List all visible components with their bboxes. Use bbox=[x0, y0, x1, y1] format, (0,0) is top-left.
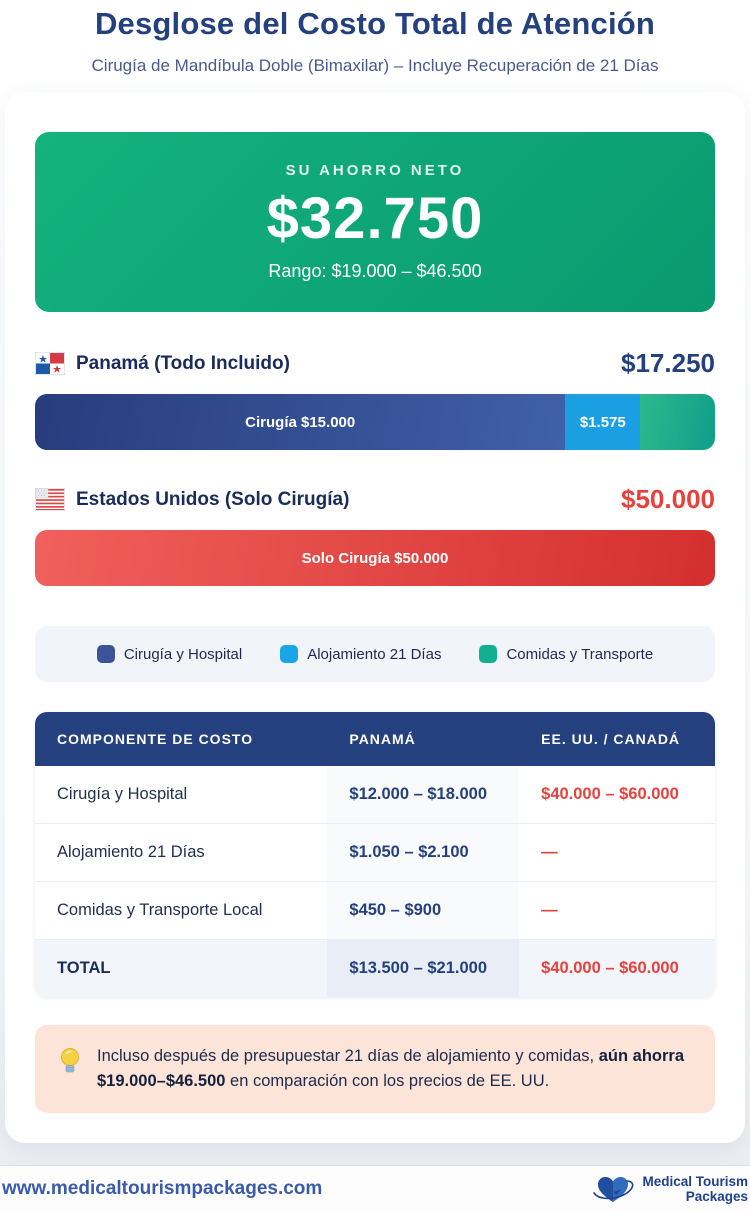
panama-bar-segment-alojamiento: $1.575 bbox=[565, 394, 641, 450]
savings-note: Incluso después de presupuestar 21 días … bbox=[35, 1025, 715, 1113]
usa-name: Estados Unidos (Solo Cirugía) bbox=[76, 488, 350, 510]
panama-bar: Cirugía $15.000 $1.575 bbox=[35, 394, 715, 450]
panama-name: Panamá (Todo Incluido) bbox=[76, 352, 290, 374]
component-cell: Alojamiento 21 Días bbox=[57, 843, 205, 861]
brand-line1: Medical Tourism bbox=[642, 1174, 748, 1189]
segment-label: $1.575 bbox=[579, 413, 626, 431]
legend-swatch-icon bbox=[280, 645, 299, 663]
cost-table: COMPONENTE DE COSTO PANAMÁ EE. UU. / CAN… bbox=[35, 712, 715, 997]
note-text-after: en comparación con los precios de EE. UU… bbox=[225, 1072, 550, 1090]
site-footer: www.medicaltourismpackages.com Medical T… bbox=[0, 1165, 750, 1212]
net-savings-amount: $32.750 bbox=[266, 186, 484, 251]
brand-line2: Packages bbox=[685, 1189, 748, 1204]
brand-logo-text: Medical Tourism Packages bbox=[642, 1174, 748, 1204]
usa-canada-cell: $40.000 – $60.000 bbox=[541, 959, 679, 977]
heart-plane-logo-icon bbox=[593, 1177, 634, 1202]
lightbulb-icon bbox=[61, 1048, 79, 1073]
component-cell: TOTAL bbox=[57, 959, 111, 977]
usa-total: $50.000 bbox=[621, 484, 715, 514]
legend-label: Comidas y Transporte bbox=[506, 645, 654, 663]
page-title: Desglose del Costo Total de Atención bbox=[94, 6, 656, 41]
usa-flag-icon bbox=[35, 488, 65, 511]
legend-swatch-icon bbox=[96, 645, 115, 663]
header-component: COMPONENTE DE COSTO bbox=[57, 731, 254, 747]
usa-canada-cell: — bbox=[541, 843, 558, 861]
component-cell: Comidas y Transporte Local bbox=[57, 901, 263, 919]
component-cell: Cirugía y Hospital bbox=[57, 785, 188, 803]
legend-label: Cirugía y Hospital bbox=[123, 645, 243, 663]
page-subtitle: Cirugía de Mandíbula Doble (Bimaxilar) –… bbox=[91, 56, 659, 75]
content-area: SU AHORRO NETO $32.750 Rango: $19.000 – … bbox=[0, 76, 750, 1165]
panama-section: Panamá (Todo Incluido) $17.250 Cirugía $… bbox=[35, 348, 715, 450]
brand-logo: Medical Tourism Packages bbox=[590, 1171, 748, 1207]
legend-label: Alojamiento 21 Días bbox=[307, 645, 442, 663]
note-text-bold: aún ahorra $19.000–$46.500 bbox=[97, 1047, 685, 1090]
usa-canada-cell: $40.000 – $60.000 bbox=[541, 785, 679, 803]
legend-swatch-icon bbox=[479, 645, 498, 663]
legend-item: Cirugía y Hospital bbox=[96, 645, 243, 663]
panama-bar-segment-comidas-transporte bbox=[640, 394, 715, 450]
table-row-total: TOTAL $13.500 – $21.000 $40.000 – $60.000 bbox=[35, 939, 715, 997]
net-savings-label: SU AHORRO NETO bbox=[285, 162, 465, 179]
table-row: Cirugía y Hospital $12.000 – $18.000 $40.0… bbox=[35, 766, 715, 823]
website-link[interactable]: www.medicaltourismpackages.com bbox=[2, 1178, 323, 1199]
legend-item: Comidas y Transporte bbox=[479, 645, 653, 663]
cost-legend: Cirugía y Hospital Alojamiento 21 Días Com… bbox=[35, 626, 715, 682]
main-card: SU AHORRO NETO $32.750 Rango: $19.000 – … bbox=[5, 92, 745, 1143]
usa-canada-cell: — bbox=[541, 901, 558, 919]
panama-bar-segment-cirugia-hospital: Cirugía $15.000 bbox=[35, 394, 566, 450]
header-usa-canada: EE. UU. / CANADÁ bbox=[541, 731, 681, 747]
usa-header-row: Estados Unidos (Solo Cirugía) $50.000 bbox=[35, 484, 715, 515]
panama-cell: $13.500 – $21.000 bbox=[327, 940, 520, 997]
panama-total: $17.250 bbox=[621, 348, 715, 378]
usa-bar: Solo Cirugía $50.000 bbox=[35, 530, 715, 586]
table-row: Comidas y Transporte Local $450 – $900 — bbox=[35, 881, 715, 939]
page-header: Desglose del Costo Total de Atención Cir… bbox=[0, 0, 750, 76]
usa-bar-label: Solo Cirugía $50.000 bbox=[301, 549, 449, 567]
panama-header-row: Panamá (Todo Incluido) $17.250 bbox=[35, 348, 715, 379]
table-row: Alojamiento 21 Días $1.050 – $2.100 — bbox=[35, 823, 715, 881]
legend-item: Alojamiento 21 Días bbox=[280, 645, 441, 663]
panama-cell: $1.050 – $2.100 bbox=[327, 824, 520, 881]
savings-note-text: Incluso después de presupuestar 21 días … bbox=[97, 1044, 691, 1094]
cost-table-header: COMPONENTE DE COSTO PANAMÁ EE. UU. / CAN… bbox=[35, 712, 715, 766]
cost-table-body: Cirugía y Hospital $12.000 – $18.000 $40.0… bbox=[35, 766, 715, 997]
note-text-before: Incluso después de presupuestar 21 días … bbox=[97, 1047, 599, 1065]
panama-flag-icon bbox=[35, 352, 65, 375]
net-savings-card: SU AHORRO NETO $32.750 Rango: $19.000 – … bbox=[35, 132, 715, 312]
panama-cell: $12.000 – $18.000 bbox=[327, 766, 520, 823]
header-panama: PANAMÁ bbox=[349, 731, 416, 747]
usa-section: Estados Unidos (Solo Cirugía) $50.000 So… bbox=[35, 484, 715, 586]
segment-label: Cirugía $15.000 bbox=[245, 413, 356, 431]
panama-cell: $450 – $900 bbox=[327, 882, 520, 939]
net-savings-range: Rango: $19.000 – $46.500 bbox=[268, 261, 482, 281]
